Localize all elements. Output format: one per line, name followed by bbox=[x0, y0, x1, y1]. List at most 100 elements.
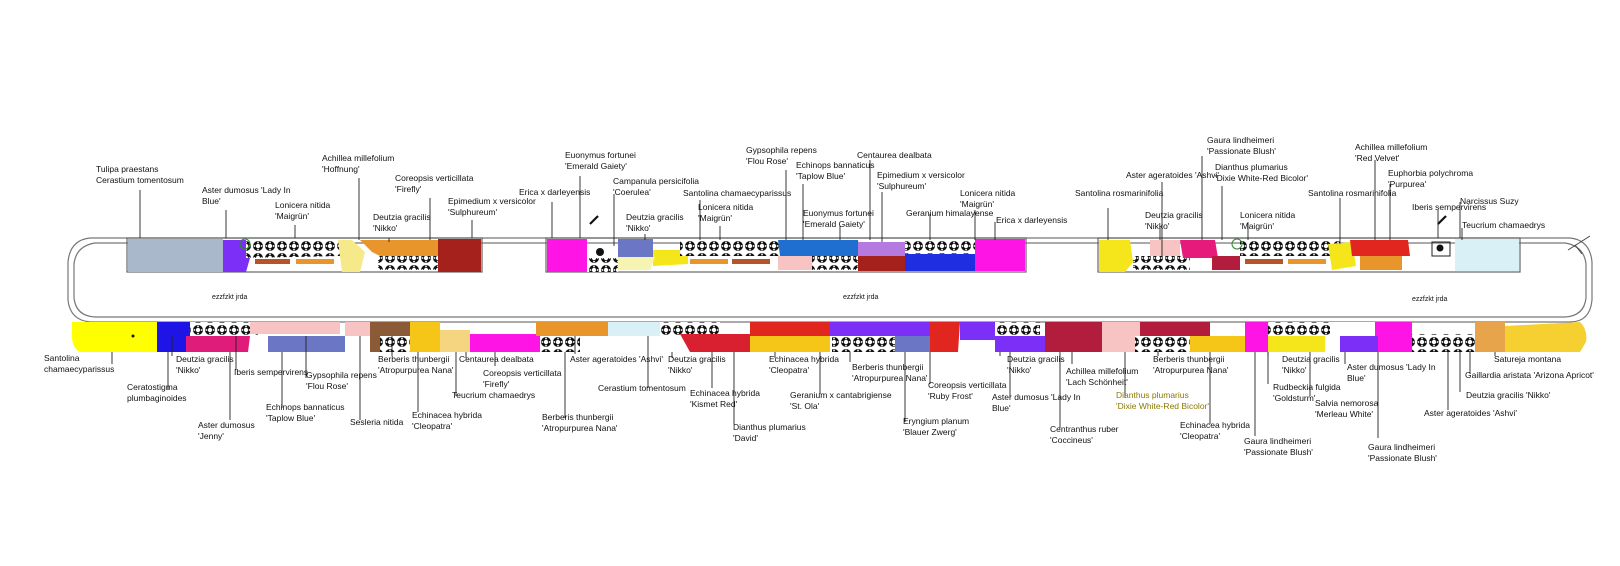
plant-label: Achillea millefolium 'Lach Schönheit' bbox=[1066, 366, 1138, 387]
plant-label: Erica x darleyensis bbox=[519, 187, 590, 197]
plant-label-line: Gaura lindheimeri bbox=[1368, 442, 1435, 452]
plant-label: Deutzia gracilis 'Nikko' bbox=[1007, 354, 1065, 375]
plant-label: Erica x darleyensis bbox=[996, 215, 1067, 225]
plant-label-line: 'Passionate Blush' bbox=[1207, 146, 1276, 156]
plant-patch bbox=[223, 240, 250, 272]
plant-label-line: Achillea millefolium bbox=[1066, 366, 1138, 376]
top-bed-1 bbox=[126, 237, 483, 273]
bottom-bed bbox=[72, 322, 1587, 352]
plant-label: Berberis thunbergii 'Atropurpurea Nana' bbox=[1153, 354, 1229, 375]
plant-patch bbox=[1133, 256, 1190, 270]
plant-patch bbox=[157, 322, 190, 352]
plant-label: Epimedium x versicolor 'Sulphureum' bbox=[877, 170, 965, 191]
plant-label-line: Rudbeckia fulgida bbox=[1273, 382, 1341, 392]
plant-label-line: Aster dumosus 'Lady In bbox=[202, 185, 291, 195]
plant-patch bbox=[1245, 322, 1268, 352]
plant-label-line: Salvia nemorosa bbox=[1315, 398, 1379, 408]
plant-label: Rudbeckia fulgida 'Goldsturm' bbox=[1273, 382, 1341, 403]
plant-label-line: Deutzia gracilis bbox=[373, 212, 431, 222]
plant-patch bbox=[778, 256, 815, 270]
plant-patch bbox=[750, 336, 830, 352]
plant-patch bbox=[1330, 322, 1375, 336]
plant-patch bbox=[440, 330, 470, 352]
plant-patch bbox=[1045, 322, 1102, 352]
plant-label-line: Deutzia gracilis bbox=[626, 212, 684, 222]
plant-label: Deutzia gracilis 'Nikko' bbox=[1145, 210, 1203, 231]
plant-label: Dianthus plumarius 'David' bbox=[733, 422, 806, 443]
plant-patch bbox=[470, 334, 548, 352]
plant-label: Gypsophila repens 'Flou Rose' bbox=[306, 370, 377, 391]
plant-label-line: Geranium x cantabrigiense bbox=[790, 390, 892, 400]
path-outline bbox=[67, 235, 1593, 323]
plant-patch bbox=[1475, 322, 1505, 352]
path-area-label: ezzfzkt jrda bbox=[212, 294, 248, 301]
plant-label-line: 'Cleopatra' bbox=[1180, 431, 1220, 441]
plant-label: Centranthus ruber 'Coccineus' bbox=[1050, 424, 1119, 445]
plant-label-line: Deutzia gracilis bbox=[1007, 354, 1065, 364]
plant-label: Euonymus fortunei 'Emerald Gaiety' bbox=[565, 150, 636, 171]
plant-label-line: Echinacea hybrida bbox=[1180, 420, 1250, 430]
plant-label-line: Euonymus fortunei bbox=[803, 208, 874, 218]
plant-label-line: Epimedium x versicolor bbox=[448, 196, 536, 206]
plant-patch bbox=[975, 239, 1025, 271]
plant-label: Tulipa praestans Cerastium tomentosum bbox=[96, 164, 184, 185]
plant-label-line: 'Sulphureum' bbox=[877, 181, 926, 191]
plant-label-line: Aster ageratoides 'Ashvi' bbox=[1424, 408, 1517, 418]
plant-label: Santolina rosmarinifolia bbox=[1308, 188, 1397, 198]
plant-patch bbox=[778, 240, 860, 256]
plant-patch bbox=[832, 336, 895, 352]
plant-patch bbox=[380, 336, 412, 352]
plant-label: Coreopsis verticillata 'Firefly' bbox=[483, 368, 562, 389]
plant-patch bbox=[653, 250, 688, 266]
plant-label-line: Iberis sempervirens bbox=[1412, 202, 1486, 212]
plant-label-line: 'Maigrün' bbox=[698, 213, 732, 223]
plant-label-line: Echinacea hybrida bbox=[690, 388, 760, 398]
plant-patch bbox=[186, 336, 250, 352]
plant-patch bbox=[618, 239, 653, 257]
plant-label: Achillea millefolium 'Red Velvet' bbox=[1355, 142, 1427, 163]
plant-patch bbox=[905, 240, 975, 254]
plant-label-line: 'Maigrün' bbox=[960, 199, 994, 209]
plant-label: Deutzia gracilis 'Nikko' bbox=[1282, 354, 1340, 375]
plant-label-line: Gaillardia aristata 'Arizona Apricot' bbox=[1465, 370, 1594, 380]
plant-patch bbox=[547, 239, 587, 272]
plant-label-line: 'Nikko' bbox=[668, 365, 693, 375]
plant-patch bbox=[1268, 322, 1330, 336]
plant-label-line: 'Nikko' bbox=[373, 223, 398, 233]
plant-patch bbox=[995, 336, 1045, 352]
plant-label-line: Santolina bbox=[44, 353, 80, 363]
plant-patch bbox=[995, 322, 1040, 336]
plant-patch bbox=[1350, 240, 1410, 256]
plant-label: Santolina chamaecyparissus bbox=[683, 188, 791, 198]
plant-label: Achillea millefolium 'Hoffnung' bbox=[322, 153, 394, 174]
plant-patch bbox=[255, 259, 290, 264]
leader-lines-bottom bbox=[111, 336, 1496, 438]
plant-patch bbox=[338, 240, 365, 272]
plant-label-line: Berberis thunbergii bbox=[852, 362, 923, 372]
plant-label-line: 'Atropurpurea Nana' bbox=[542, 423, 618, 433]
plant-label-line: Teucrium chamaedrys bbox=[1462, 220, 1545, 230]
plant-label: Lonicera nitida 'Maigrün' bbox=[960, 188, 1016, 209]
plant-label: Gaura lindheimeri 'Passionate Blush' bbox=[1207, 135, 1276, 156]
plant-patch bbox=[660, 322, 720, 336]
plant-patch bbox=[296, 259, 334, 264]
plant-patch bbox=[618, 257, 655, 270]
plant-label: Gaura lindheimeri 'Passionate Blush' bbox=[1368, 442, 1437, 463]
plant-patch bbox=[1135, 336, 1190, 352]
plant-label-line: 'Atropurpurea Nana' bbox=[1153, 365, 1229, 375]
plant-patch bbox=[345, 322, 372, 336]
plant-label-line: Narcissus Suzy bbox=[1460, 196, 1519, 206]
plant-label: Geranium x cantabrigiense 'St. Ola' bbox=[790, 390, 892, 411]
plant-patch bbox=[1150, 240, 1180, 256]
top-bed-2 bbox=[545, 237, 1027, 273]
plant-label-line: 'Passionate Blush' bbox=[1244, 447, 1313, 457]
plant-label-line: 'Emerald Gaiety' bbox=[803, 219, 865, 229]
plant-label-line: Echinacea hybrida bbox=[769, 354, 839, 364]
plant-label: Deutzia gracilis 'Nikko' bbox=[176, 354, 234, 375]
plant-label: Coreopsis verticillata 'Ruby Frost' bbox=[928, 380, 1007, 401]
plant-label-line: Erica x darleyensis bbox=[996, 215, 1067, 225]
plant-label: Aster dumosus 'Lady In Blue' bbox=[202, 185, 291, 206]
plant-patch bbox=[540, 336, 580, 352]
plant-label-line: 'Blauer Zwerg' bbox=[903, 427, 957, 437]
plant-label: Dianthus plumarius 'Dixie White-Red Bicol… bbox=[1116, 390, 1209, 411]
